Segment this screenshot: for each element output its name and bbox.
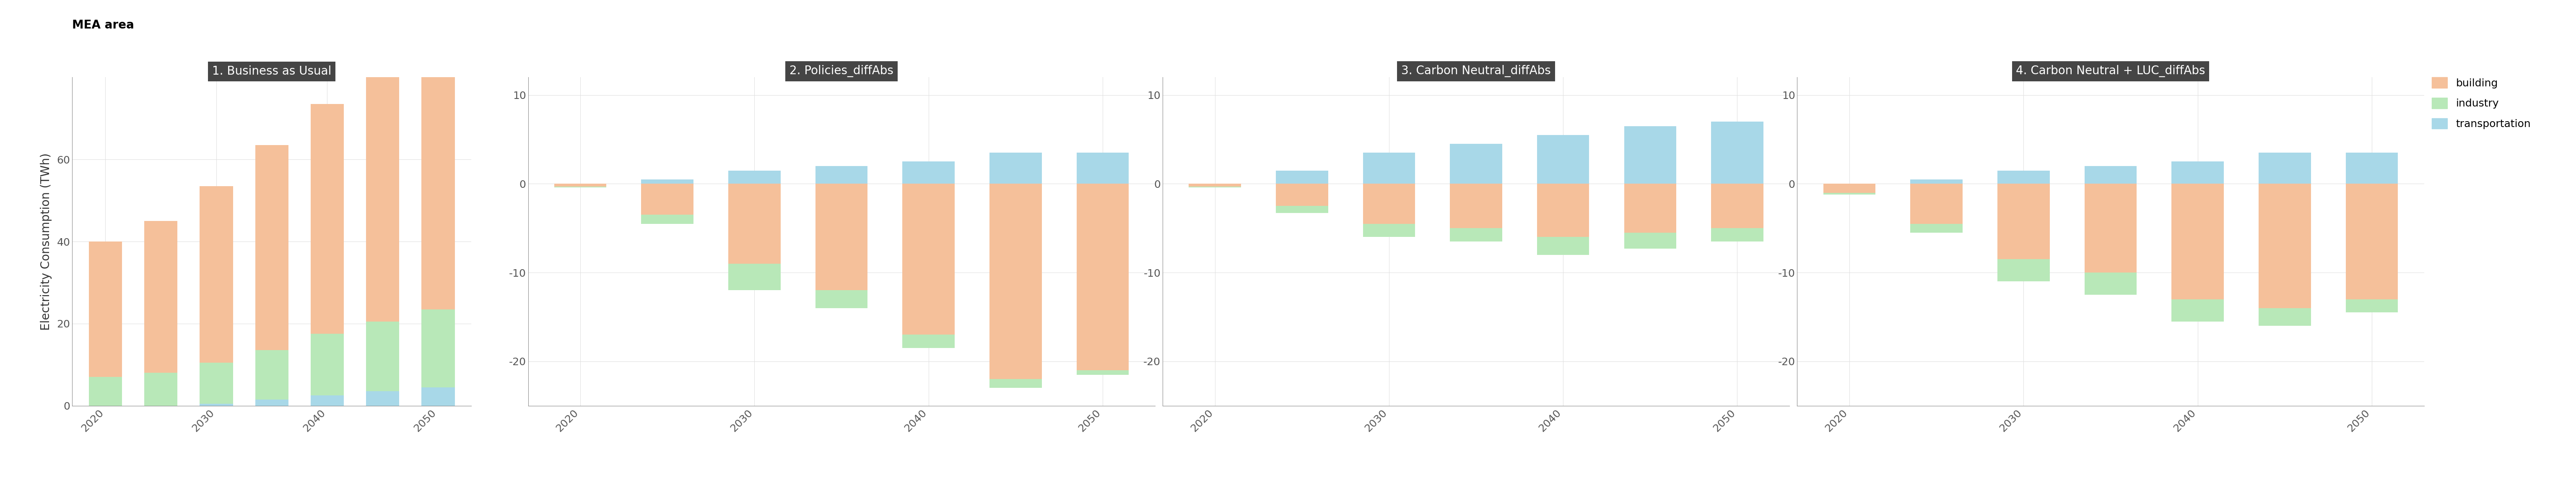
Bar [1363,224,1414,237]
Bar [2172,162,2223,184]
Bar [201,363,232,404]
Bar [1824,193,1875,195]
Bar [1538,237,1589,255]
Bar [1623,233,1677,249]
Text: MEA area: MEA area [72,19,134,31]
Bar [1077,184,1128,370]
Bar [1996,170,2050,184]
Bar [366,391,399,406]
Bar [817,290,868,308]
Bar [729,264,781,290]
Bar [422,34,456,309]
Bar [1911,179,1963,184]
Bar [989,153,1041,184]
Bar [88,377,121,406]
Bar [255,145,289,350]
Bar [1824,184,1875,193]
Bar [1996,259,2050,282]
Bar [817,166,868,184]
Bar [1450,228,1502,242]
Bar [1911,184,1963,224]
Bar [641,179,693,184]
Bar [1275,184,1329,206]
Bar [729,170,781,184]
Bar [2347,299,2398,313]
Bar [902,162,956,184]
Legend: building, industry, transportation: building, industry, transportation [2432,77,2530,129]
Bar [1623,126,1677,184]
Bar [641,184,693,215]
Bar [1710,122,1765,184]
Bar [902,335,956,348]
Bar [554,184,605,186]
Bar [312,396,343,406]
Bar [144,221,178,373]
Bar [201,404,232,406]
Bar [2172,184,2223,299]
Bar [1188,184,1242,186]
Bar [144,373,178,406]
Bar [1077,370,1128,375]
Bar [1538,135,1589,184]
Bar [2259,153,2311,184]
Bar [902,184,956,335]
Bar [1275,170,1329,184]
Bar [88,242,121,377]
Title: 3. Carbon Neutral_diffAbs: 3. Carbon Neutral_diffAbs [1401,65,1551,77]
Bar [366,322,399,391]
Title: 1. Business as Usual: 1. Business as Usual [211,66,332,77]
Bar [2084,272,2136,295]
Bar [1275,206,1329,213]
Bar [554,186,605,187]
Bar [1077,153,1128,184]
Bar [641,215,693,224]
Bar [255,350,289,399]
Bar [989,379,1041,388]
Bar [1188,186,1242,187]
Bar [1450,144,1502,184]
Y-axis label: Electricity Consumption (TWh): Electricity Consumption (TWh) [41,153,52,330]
Bar [817,184,868,290]
Bar [1911,224,1963,233]
Title: 2. Policies_diffAbs: 2. Policies_diffAbs [788,65,894,77]
Bar [2347,153,2398,184]
Bar [729,184,781,264]
Bar [1538,184,1589,237]
Bar [312,334,343,396]
Bar [2084,166,2136,184]
Title: 4. Carbon Neutral + LUC_diffAbs: 4. Carbon Neutral + LUC_diffAbs [2017,65,2205,77]
Bar [2259,308,2311,326]
Bar [2172,299,2223,321]
Bar [366,67,399,322]
Bar [312,104,343,334]
Bar [1996,184,2050,259]
Bar [1450,184,1502,228]
Bar [2347,184,2398,299]
Bar [1623,184,1677,233]
Bar [1363,184,1414,224]
Bar [1363,153,1414,184]
Bar [1710,228,1765,242]
Bar [2259,184,2311,308]
Bar [2084,184,2136,272]
Bar [1710,184,1765,228]
Bar [422,309,456,387]
Bar [201,186,232,363]
Bar [989,184,1041,379]
Bar [255,399,289,406]
Bar [422,387,456,406]
